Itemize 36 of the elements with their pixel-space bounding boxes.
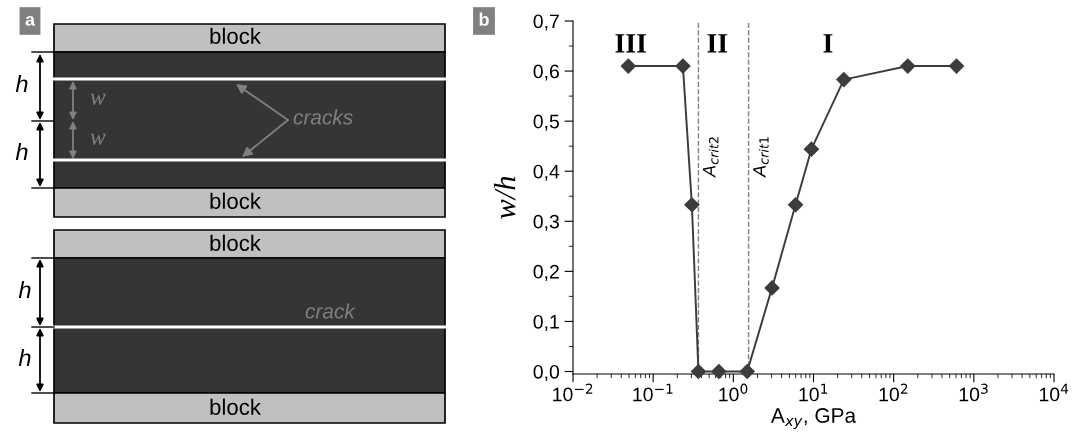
text: a (25, 15, 36, 26)
text: block (210, 192, 261, 209)
ref-line-label: A$_{crit1}$ (753, 137, 769, 178)
text: h (15, 75, 28, 93)
annotation: III (615, 34, 646, 53)
y-tick-label: 0,1 (533, 314, 559, 331)
y-tick-label: 0,6 (533, 64, 559, 81)
text: block (210, 27, 261, 44)
x-tick-label: 10$^{3}$ (959, 383, 988, 402)
text: crack (305, 303, 356, 319)
x-tick-label: 10$^{1}$ (799, 383, 828, 402)
y-tick-label: 0,0 (533, 364, 560, 382)
annotation: II (707, 34, 728, 53)
y-tick-label: 0,4 (533, 164, 560, 181)
x-tick-label: 10$^{2}$ (879, 383, 908, 402)
text: w (90, 133, 106, 145)
y-axis-title: w/h (493, 176, 516, 219)
x-tick-label: 10$^{4}$ (1039, 383, 1069, 402)
chart-title: b (479, 12, 489, 26)
y-tick-label: 0,2 (533, 264, 559, 281)
x-tick-label: 10$^{−2}$ (553, 383, 593, 402)
text: block (210, 234, 261, 251)
x-axis-title: A$_{xy}$, GPa (770, 408, 857, 430)
x-tick-label: 10$^{0}$ (719, 383, 748, 402)
x-tick-label: 10$^{−1}$ (633, 383, 673, 402)
text: w (90, 93, 106, 105)
annotation: I (823, 34, 833, 53)
text: h (18, 281, 31, 299)
text: h (15, 143, 28, 161)
ref-line-label: A$_{crit2}$ (703, 137, 719, 178)
text: block (210, 398, 261, 415)
text: cracks (293, 109, 353, 125)
y-tick-label: 0,7 (533, 14, 559, 31)
y-tick-label: 0,3 (533, 214, 559, 231)
y-tick-label: 0,5 (533, 114, 559, 131)
text: h (18, 349, 31, 367)
